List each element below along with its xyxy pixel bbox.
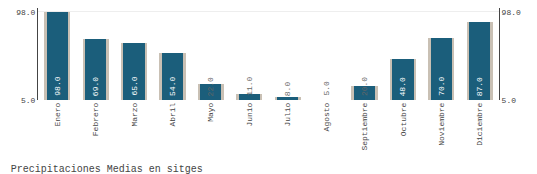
svg-text:54.0: 54.0 [168, 77, 177, 96]
svg-text:Noviembre: Noviembre [437, 102, 446, 145]
svg-text:5.0: 5.0 [502, 96, 517, 105]
svg-text:Julio: Julio [283, 102, 292, 126]
svg-text:Abril: Abril [168, 102, 177, 126]
svg-text:Marzo: Marzo [130, 102, 139, 126]
svg-text:98.0: 98.0 [53, 76, 62, 95]
svg-text:65.0: 65.0 [130, 76, 139, 95]
svg-text:98.0: 98.0 [502, 8, 521, 17]
svg-text:20.0: 20.0 [360, 77, 369, 96]
svg-text:Diciembre: Diciembre [475, 102, 484, 145]
svg-text:5.0: 5.0 [21, 96, 36, 105]
svg-text:Junio: Junio [245, 102, 254, 126]
svg-text:8.0: 8.0 [283, 82, 292, 97]
svg-text:Febrero: Febrero [91, 102, 100, 136]
svg-text:69.0: 69.0 [91, 77, 100, 96]
svg-text:87.0: 87.0 [475, 77, 484, 96]
svg-text:Octubre: Octubre [399, 102, 408, 136]
svg-text:Mayo: Mayo [206, 102, 215, 121]
svg-text:Enero: Enero [53, 102, 62, 126]
svg-text:Agosto: Agosto [322, 102, 331, 131]
svg-text:22.0: 22.0 [206, 77, 215, 96]
svg-text:48.0: 48.0 [398, 77, 407, 96]
svg-text:70.0: 70.0 [437, 76, 446, 95]
svg-text:Precipitaciones Medias en sitg: Precipitaciones Medias en sitges [11, 164, 203, 174]
svg-text:98.0: 98.0 [16, 8, 35, 17]
svg-text:11.0: 11.0 [245, 76, 254, 95]
svg-text:5.0: 5.0 [322, 81, 331, 96]
svg-text:Septiembre: Septiembre [360, 102, 369, 150]
